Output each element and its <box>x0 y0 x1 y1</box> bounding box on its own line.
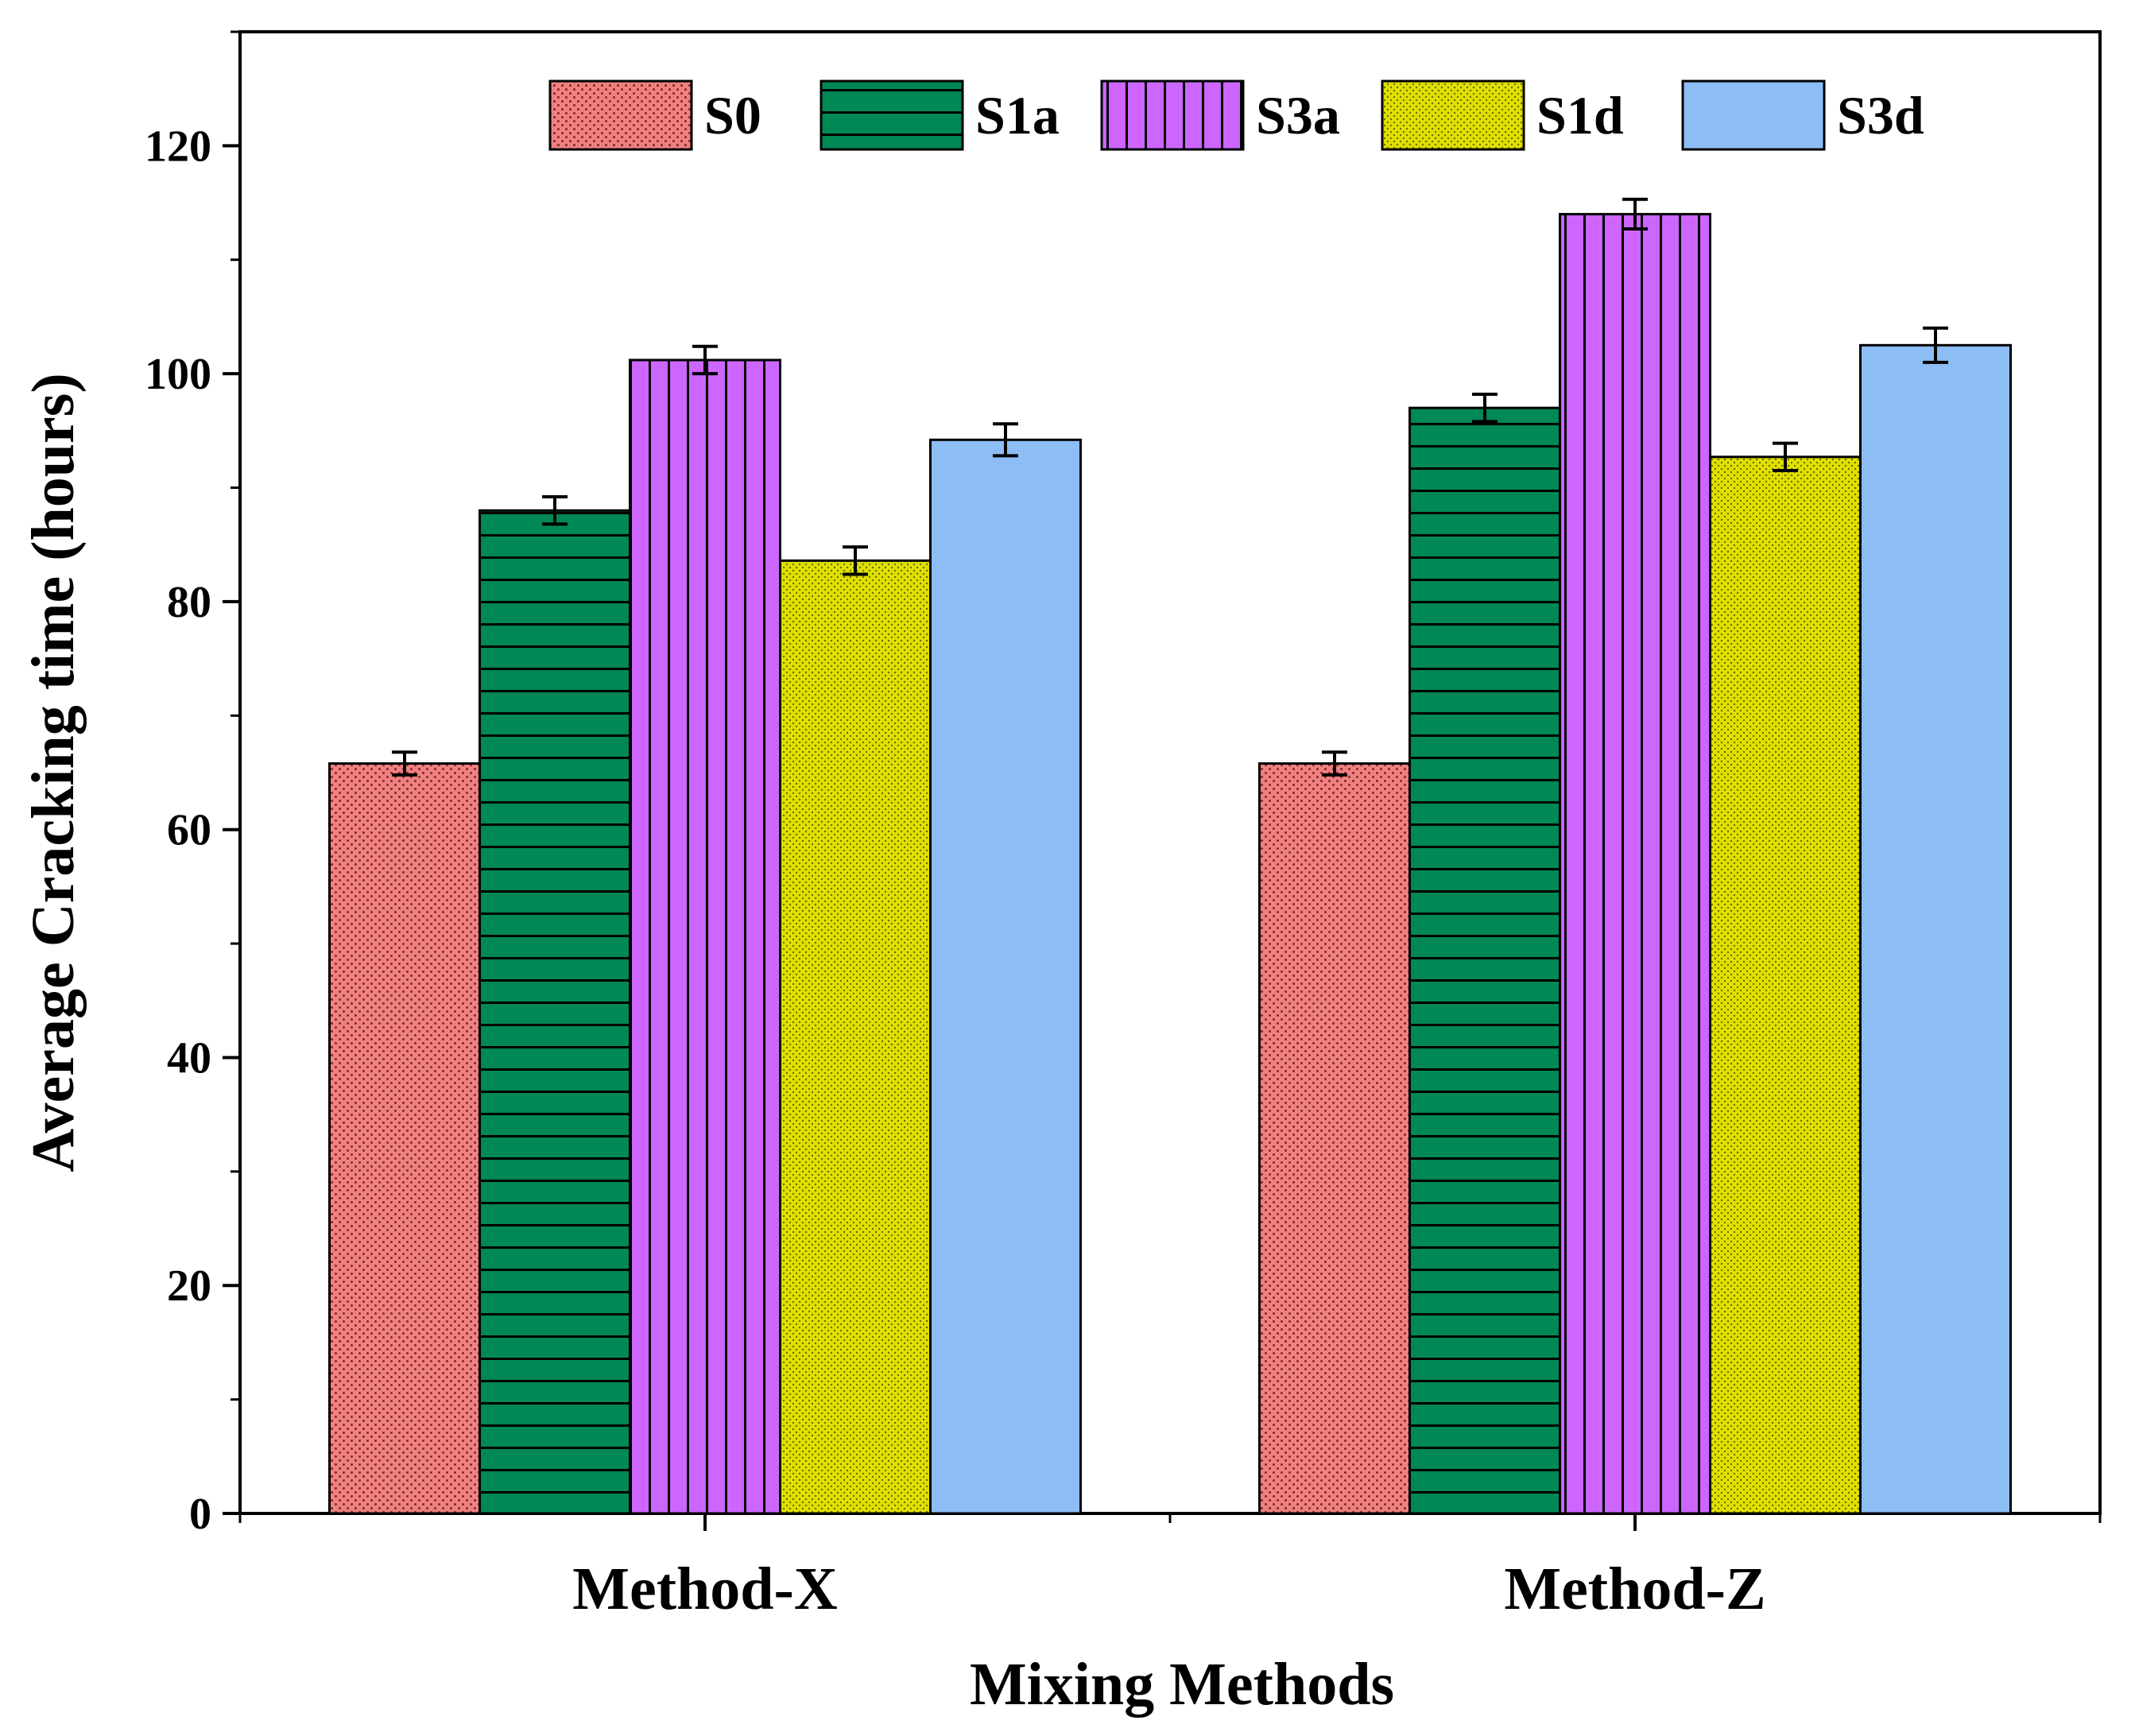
legend-swatch <box>548 79 693 151</box>
bar-s1d-method-z <box>1709 455 1862 1515</box>
error-bar-s3a-method-z <box>1622 197 1648 231</box>
legend-swatch <box>1681 79 1826 151</box>
bar-s3a-method-z <box>1559 212 1711 1515</box>
bar-s1a-method-z <box>1408 406 1561 1515</box>
bar-series-group <box>328 212 2012 1515</box>
legend-swatch <box>1100 79 1245 151</box>
legend-item-s3d: S3d <box>1681 79 1924 151</box>
error-bar-s3d-method-z <box>1923 326 1948 364</box>
x-category-label: Method-X <box>572 1556 838 1622</box>
error-bar-s3a-method-x <box>692 344 718 376</box>
y-tick-label: 0 <box>189 1490 211 1539</box>
y-tick-label: 20 <box>167 1261 211 1311</box>
error-bar-group <box>392 197 1948 777</box>
bar-s3a-method-x <box>629 358 781 1515</box>
legend-label: S3a <box>1256 85 1340 145</box>
error-bar-s1d-method-z <box>1773 441 1798 473</box>
y-tick-label: 100 <box>145 350 211 399</box>
error-bar-s1d-method-x <box>843 545 868 576</box>
legend-item-s0: S0 <box>548 79 761 151</box>
bar-s3d-method-z <box>1859 343 2012 1515</box>
x-axis: Method-X Method-Z <box>238 1513 2102 1622</box>
legend-label: S1d <box>1536 85 1624 145</box>
bar-s1d-method-x <box>779 559 932 1515</box>
y-axis: 0 20 40 60 80 100 120 <box>145 30 240 1539</box>
error-bar-s3d-method-x <box>993 422 1018 458</box>
bar-s1a-method-x <box>479 509 631 1515</box>
legend-item-s3a: S3a <box>1100 79 1340 151</box>
x-axis-title: Mixing Methods <box>970 1651 1394 1718</box>
legend-swatch <box>820 79 964 151</box>
bar-s0-method-z <box>1258 762 1411 1515</box>
y-axis-title: Average Cracking time (hours) <box>20 373 87 1172</box>
legend-item-s1a: S1a <box>820 79 1060 151</box>
error-bar-s1a-method-x <box>542 495 568 526</box>
y-tick-label: 40 <box>167 1033 211 1083</box>
legend-item-s1d: S1d <box>1381 79 1624 151</box>
bar-s3d-method-x <box>929 438 1082 1515</box>
x-category-label: Method-Z <box>1504 1556 1765 1622</box>
error-bar-s0-method-z <box>1322 750 1347 777</box>
error-bar-s0-method-x <box>392 750 417 777</box>
legend-label: S1a <box>975 85 1060 145</box>
legend-label: S3d <box>1837 85 1924 145</box>
y-tick-label: 120 <box>145 122 211 171</box>
legend-label: S0 <box>704 85 761 145</box>
error-bar-s1a-method-z <box>1472 392 1498 424</box>
bar-s0-method-x <box>328 762 481 1515</box>
legend-swatch <box>1381 79 1525 151</box>
y-tick-label: 80 <box>167 578 211 627</box>
y-tick-label: 60 <box>167 806 211 855</box>
legend: S0 S1a S3a S1d S3d <box>548 79 1924 151</box>
